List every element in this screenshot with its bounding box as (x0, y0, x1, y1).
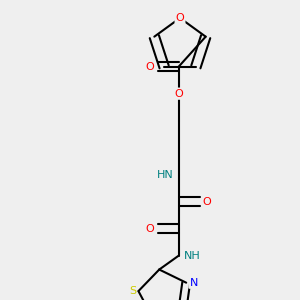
Text: O: O (176, 13, 184, 23)
Text: N: N (190, 278, 198, 288)
Text: O: O (146, 224, 154, 234)
Text: HN: HN (157, 170, 174, 180)
Text: O: O (146, 62, 154, 72)
Text: O: O (174, 89, 183, 99)
Text: O: O (203, 197, 212, 207)
Text: S: S (129, 286, 136, 296)
Text: NH: NH (184, 251, 201, 261)
